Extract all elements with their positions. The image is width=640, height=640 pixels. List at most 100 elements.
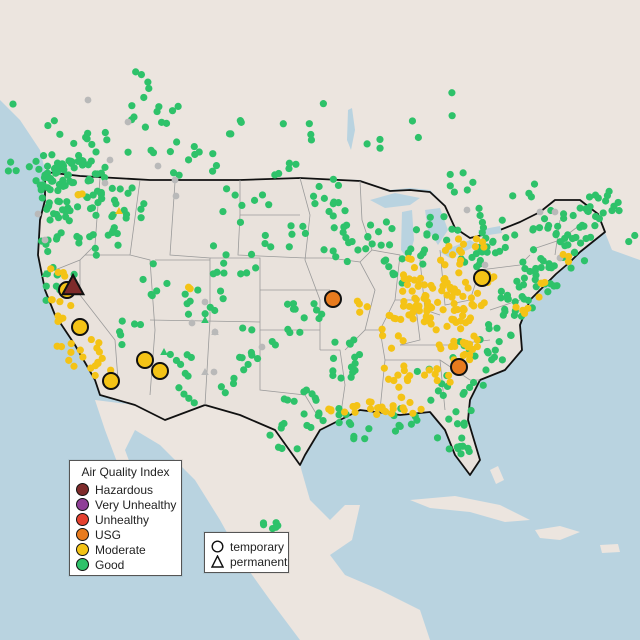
site-good[interactable]	[53, 168, 61, 176]
site-moderate[interactable]	[450, 316, 458, 324]
site-moderate[interactable]	[47, 265, 55, 273]
site-good[interactable]	[483, 248, 491, 256]
site-moderate[interactable]	[408, 287, 416, 295]
site-good[interactable]	[271, 171, 279, 179]
site-moderate[interactable]	[412, 296, 420, 304]
site-good[interactable]	[454, 226, 462, 234]
site-good[interactable]	[529, 246, 538, 254]
site-moderate[interactable]	[67, 301, 75, 310]
temporary-site-usg[interactable]	[324, 290, 342, 308]
site-good[interactable]	[209, 242, 218, 250]
site-good[interactable]	[250, 196, 259, 204]
site-moderate[interactable]	[446, 378, 454, 386]
site-good[interactable]	[274, 443, 283, 451]
site-good[interactable]	[236, 117, 244, 125]
site-good[interactable]	[222, 251, 230, 259]
site-good[interactable]	[319, 100, 327, 108]
site-good[interactable]	[498, 216, 506, 224]
site-good[interactable]	[303, 421, 311, 430]
site-good[interactable]	[41, 171, 49, 179]
site-good[interactable]	[190, 142, 198, 151]
site-good[interactable]	[118, 317, 126, 325]
site-moderate[interactable]	[473, 289, 482, 297]
site-moderate[interactable]	[87, 364, 95, 372]
site-moderate[interactable]	[490, 273, 498, 281]
site-good[interactable]	[12, 167, 20, 175]
site-good[interactable]	[332, 253, 340, 261]
site-moderate[interactable]	[450, 299, 458, 308]
site-good[interactable]	[445, 445, 453, 453]
site-good[interactable]	[460, 421, 468, 429]
site-good[interactable]	[427, 396, 435, 404]
site-good[interactable]	[312, 396, 320, 404]
site-good[interactable]	[489, 237, 497, 245]
site-good[interactable]	[374, 228, 383, 236]
site-good[interactable]	[184, 156, 193, 164]
site-good[interactable]	[292, 160, 300, 168]
site-good[interactable]	[570, 249, 578, 257]
site-moderate[interactable]	[477, 301, 485, 310]
site-moderate[interactable]	[457, 248, 466, 257]
site-good[interactable]	[219, 295, 227, 303]
site-no-data[interactable]	[154, 162, 162, 170]
site-good[interactable]	[4, 167, 12, 175]
site-moderate[interactable]	[535, 293, 543, 301]
site-moderate[interactable]	[380, 364, 388, 372]
site-good[interactable]	[407, 420, 415, 428]
site-good[interactable]	[283, 300, 292, 308]
site-good[interactable]	[414, 133, 422, 142]
site-moderate[interactable]	[425, 366, 433, 374]
site-good[interactable]	[52, 235, 61, 243]
site-good[interactable]	[296, 328, 304, 336]
site-good[interactable]	[531, 276, 539, 284]
site-good[interactable]	[443, 236, 451, 244]
site-moderate[interactable]	[565, 252, 573, 261]
site-good[interactable]	[175, 171, 183, 179]
site-good[interactable]	[57, 229, 65, 237]
site-good[interactable]	[153, 287, 161, 295]
site-good[interactable]	[124, 189, 132, 197]
site-good[interactable]	[44, 247, 52, 256]
site-good[interactable]	[345, 419, 353, 427]
site-good[interactable]	[453, 420, 462, 428]
site-moderate[interactable]	[470, 302, 478, 310]
site-good[interactable]	[476, 211, 484, 220]
site-good[interactable]	[268, 337, 276, 346]
site-good[interactable]	[519, 258, 527, 266]
site-good[interactable]	[498, 356, 506, 364]
site-good[interactable]	[261, 231, 269, 240]
site-moderate[interactable]	[480, 243, 488, 251]
site-moderate[interactable]	[559, 250, 567, 259]
site-moderate[interactable]	[91, 371, 99, 380]
site-good[interactable]	[70, 139, 78, 148]
site-good[interactable]	[335, 411, 343, 419]
site-good[interactable]	[136, 320, 145, 329]
site-good[interactable]	[527, 193, 535, 201]
site-moderate[interactable]	[340, 408, 349, 416]
site-good[interactable]	[158, 118, 166, 126]
site-no-data[interactable]	[41, 236, 49, 244]
site-good[interactable]	[39, 152, 48, 160]
site-good[interactable]	[615, 207, 623, 215]
site-good[interactable]	[267, 243, 275, 251]
site-good[interactable]	[478, 229, 486, 237]
site-good[interactable]	[488, 356, 496, 364]
site-good[interactable]	[312, 306, 321, 314]
site-good[interactable]	[391, 427, 400, 435]
site-moderate[interactable]	[414, 282, 422, 290]
site-good[interactable]	[501, 243, 509, 252]
site-good[interactable]	[286, 328, 294, 337]
site-good[interactable]	[544, 288, 552, 296]
site-moderate[interactable]	[457, 325, 465, 333]
site-good[interactable]	[213, 268, 221, 276]
site-good[interactable]	[185, 394, 193, 402]
site-good[interactable]	[431, 233, 440, 241]
site-no-data[interactable]	[188, 319, 196, 327]
site-good[interactable]	[385, 263, 393, 271]
site-good[interactable]	[122, 210, 131, 219]
site-good[interactable]	[252, 264, 260, 272]
site-good[interactable]	[445, 415, 453, 423]
site-good[interactable]	[329, 371, 337, 380]
site-moderate[interactable]	[459, 312, 467, 320]
site-good[interactable]	[426, 213, 434, 221]
